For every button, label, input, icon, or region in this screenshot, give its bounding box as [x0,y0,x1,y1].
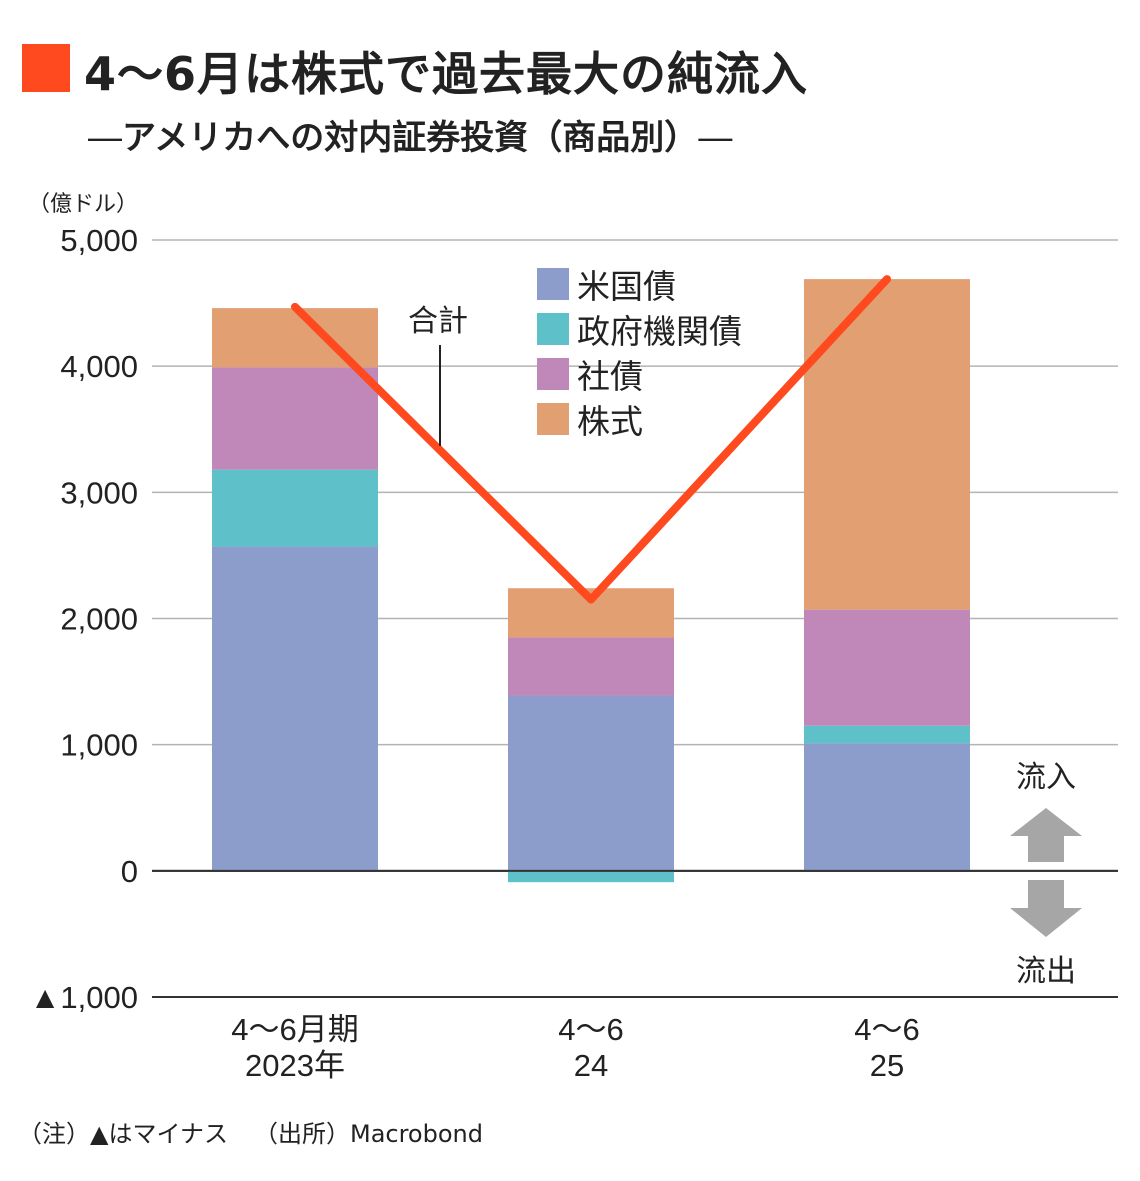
bar-segment [212,469,378,547]
y-tick-label: 5,000 [60,223,138,258]
legend-swatch [537,403,569,435]
x-tick-label: 4〜6 [558,1012,623,1047]
y-tick-label: 1,000 [60,728,138,763]
legend-label: 社債 [577,357,643,396]
inflow-label: 流入 [1016,760,1076,795]
x-tick-label: 25 [870,1048,904,1083]
legend-swatch [537,268,569,300]
x-tick-label: 2023年 [245,1048,345,1083]
y-tick-label: ▲1,000 [30,980,138,1015]
y-tick-label: 2,000 [60,602,138,637]
chart-area: 5,000 4,000 3,000 2,000 1,000 0 ▲1,000 4〜6月期202… [30,223,1118,1083]
bar-segment [212,308,378,368]
unit-label: （億ドル） [28,192,139,217]
subtitle-text: アメリカへの対内証券投資（商品別） [122,118,699,158]
bar-segment [508,870,674,883]
subtitle-dash-right: ― [698,118,733,158]
bar-segment [804,725,970,744]
legend-label: 株式 [577,402,643,441]
x-tick-label: 24 [574,1048,608,1083]
legend-swatch [537,358,569,390]
x-tick-label: 4〜6 [854,1012,919,1047]
bar-segment [508,695,674,871]
bar-segment [804,279,970,610]
chart-subtitle: ―アメリカへの対内証券投資（商品別）― [88,110,732,159]
y-tick-label: 3,000 [60,475,138,510]
legend-label: 米国債 [577,267,676,306]
bar-segment [804,743,970,871]
down-arrow-icon [1010,880,1082,937]
bar-segment [212,546,378,871]
bar-segment [508,637,674,696]
bar-segment [212,367,378,470]
up-arrow-icon [1010,808,1082,862]
footnote: （注）▲はマイナス （出所）Macrobond [18,1114,509,1149]
chart-title: 4〜6月は株式で過去最大の純流入 [84,47,809,101]
note-label: （注）▲はマイナス [18,1120,228,1148]
y-tick-label: 0 [121,854,138,889]
legend-swatch [537,313,569,345]
source-label: （出所）Macrobond [253,1120,483,1148]
x-tick-label: 4〜6月期 [231,1012,358,1047]
bar-segment [804,609,970,726]
title-square-icon [22,44,70,92]
outflow-label: 流出 [1016,954,1076,989]
subtitle-dash-left: ― [88,118,122,158]
legend-label: 政府機関債 [577,312,742,351]
y-tick-label: 4,000 [60,349,138,384]
total-annotation-label: 合計 [408,304,468,339]
